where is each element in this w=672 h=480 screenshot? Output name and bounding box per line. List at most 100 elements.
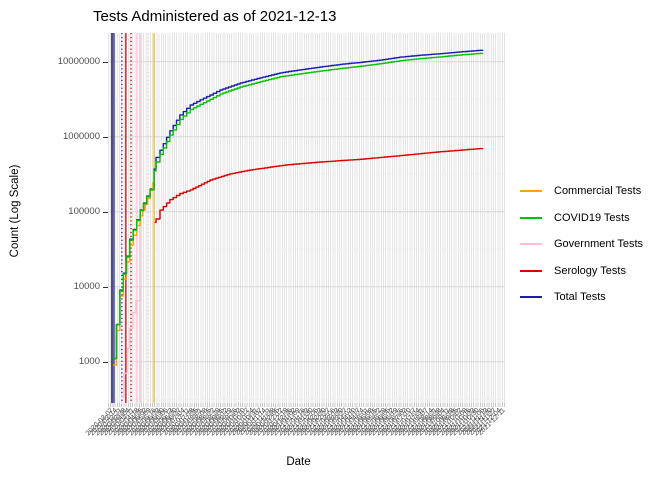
- x-tick-label: 2020-08-15: [182, 407, 213, 438]
- x-tick-label: 2021-11-13: [459, 407, 490, 437]
- x-tick-label: 2021-12-04: [472, 407, 503, 438]
- legend-swatch: [520, 243, 542, 246]
- x-tick-label: 2021-05-01: [340, 407, 371, 438]
- x-tick-label: 2021-01-23: [280, 407, 311, 438]
- x-tick-label: 2021-12-11: [477, 407, 507, 437]
- plot-lines-svg: [108, 33, 505, 407]
- x-tick-label: 2020-05-16: [127, 407, 158, 438]
- x-tick-label: 2020-11-14: [238, 407, 269, 437]
- x-tick-label: 2021-08-28: [412, 407, 444, 438]
- x-tick-label: 2021-11-27: [468, 407, 499, 437]
- x-tick-label: 2021-06-19: [370, 407, 401, 438]
- x-tick-label: 2021-04-10: [327, 407, 358, 438]
- x-tick-label: 2020-10-10: [216, 407, 248, 438]
- x-tick-label: 2020-09-19: [203, 407, 235, 438]
- y-tick-mark: [103, 61, 108, 63]
- x-tick-label: 2021-03-13: [310, 407, 341, 438]
- y-tick-mark: [103, 286, 108, 288]
- x-tick-label: 2021-05-22: [353, 407, 384, 438]
- x-tick-label: 2021-07-03: [378, 407, 409, 438]
- x-tick-label: 2021-09-11: [421, 407, 452, 437]
- x-tick-label: 2020-11-28: [246, 407, 277, 437]
- x-tick-label: 2020-10-17: [221, 407, 252, 438]
- x-tick-label: 2021-05-08: [344, 407, 375, 438]
- x-tick-label: 2021-01-02: [267, 407, 299, 438]
- x-tick-label: 2021-03-06: [306, 407, 337, 438]
- series-line-covid19-tests: [113, 52, 484, 360]
- x-tick-label: 2021-01-16: [276, 407, 307, 438]
- y-tick-label: 1000000: [63, 131, 100, 143]
- series-line-total-tests: [113, 49, 484, 360]
- legend-item: Commercial Tests: [520, 178, 643, 205]
- x-tick-label: 2020-07-04: [157, 407, 188, 438]
- x-tick-label: 2021-05-29: [357, 407, 388, 438]
- x-tick-label: 2021-11-20: [464, 407, 495, 437]
- x-tick-label: 2021-02-06: [289, 407, 320, 438]
- legend-label: Government Tests: [554, 238, 644, 251]
- x-tick-label: 2020-12-12: [255, 407, 286, 438]
- x-tick-label: 2020-11-21: [242, 407, 273, 437]
- x-tick-label: 2021-08-14: [404, 407, 435, 438]
- x-tick-label: 2020-11-07: [234, 407, 265, 437]
- y-axis-title: Count (Log Scale): [9, 164, 21, 258]
- x-tick-label: 2020-05-02: [118, 407, 150, 438]
- x-tick-label: 2021-11-06: [455, 407, 486, 437]
- x-tick-label: 2020-12-26: [263, 407, 294, 438]
- x-tick-label: 2021-06-05: [361, 407, 392, 438]
- x-tick-label: 2021-09-18: [425, 407, 456, 438]
- x-tick-label: 2021-08-21: [408, 407, 439, 438]
- x-tick-label: 2021-07-24: [391, 407, 422, 438]
- legend-swatch: [520, 190, 542, 193]
- y-tick-label: 1000: [78, 356, 100, 368]
- x-tick-label: 2020-03-21: [93, 407, 124, 438]
- legend-label: Total Tests: [554, 291, 606, 304]
- x-tick-label: 2020-08-29: [191, 407, 222, 438]
- y-tick-mark: [103, 211, 108, 213]
- x-tick-label: 2021-04-03: [323, 407, 354, 438]
- x-tick-label: 2021-01-30: [284, 407, 316, 438]
- x-tick-label: 2021-04-24: [336, 407, 367, 438]
- x-tick-label: 2020-12-05: [250, 407, 282, 438]
- x-tick-label: 2020-06-27: [152, 407, 184, 438]
- x-tick-label: 2020-09-26: [208, 407, 239, 438]
- legend-item: Government Tests: [520, 231, 643, 258]
- series-line-government-tests: [121, 288, 141, 398]
- x-tick-label: 2020-10-31: [229, 407, 260, 438]
- x-tick-label: 2021-05-15: [348, 407, 380, 438]
- x-tick-label: 2020-04-04: [101, 407, 132, 438]
- x-tick-label: 2020-08-08: [178, 407, 209, 438]
- x-tick-label: 2020-04-18: [110, 407, 141, 438]
- x-tick-label: 2020-10-24: [225, 407, 256, 438]
- x-tick-label: 2020-04-11: [106, 407, 137, 437]
- chart-title: Tests Administered as of 2021-12-13: [93, 8, 337, 25]
- legend-swatch: [520, 269, 542, 272]
- x-tick-label: 2020-07-25: [169, 407, 201, 438]
- series-line-commercial-tests: [113, 181, 154, 366]
- x-tick-label: 2021-07-10: [382, 407, 414, 438]
- y-tick-label: 10000000: [57, 56, 100, 68]
- y-tick-mark: [103, 361, 108, 363]
- x-tick-label: 2021-04-17: [331, 407, 363, 438]
- x-tick-label: 2021-08-07: [399, 407, 431, 438]
- x-tick-label: 2020-08-01: [174, 407, 205, 438]
- x-tick-label: 2020-07-18: [165, 407, 196, 438]
- x-tick-label: 2021-10-23: [446, 407, 478, 438]
- x-tick-label: 2020-03-28: [97, 407, 128, 438]
- x-tick-label: 2020-05-23: [131, 407, 162, 438]
- x-tick-label: 2021-03-27: [319, 407, 350, 438]
- series-line-serology-tests: [154, 147, 484, 224]
- y-tick-label: 10000: [73, 281, 100, 293]
- x-tick-label: 2021-02-20: [297, 407, 328, 438]
- plot-panel: [108, 33, 505, 407]
- legend-label: Serology Tests: [554, 264, 626, 277]
- x-tick-label: 2021-01-09: [272, 407, 303, 438]
- x-tick-label: 2020-04-25: [114, 407, 145, 438]
- x-tick-label: 2021-09-25: [429, 407, 461, 438]
- legend-label: COVID19 Tests: [554, 211, 630, 224]
- x-tick-label: 2021-07-17: [387, 407, 418, 438]
- x-axis-tick-marks: [108, 403, 505, 407]
- x-tick-label: 2021-03-20: [314, 407, 346, 438]
- legend-swatch: [520, 216, 542, 219]
- x-tick-label: 2021-10-09: [438, 407, 469, 438]
